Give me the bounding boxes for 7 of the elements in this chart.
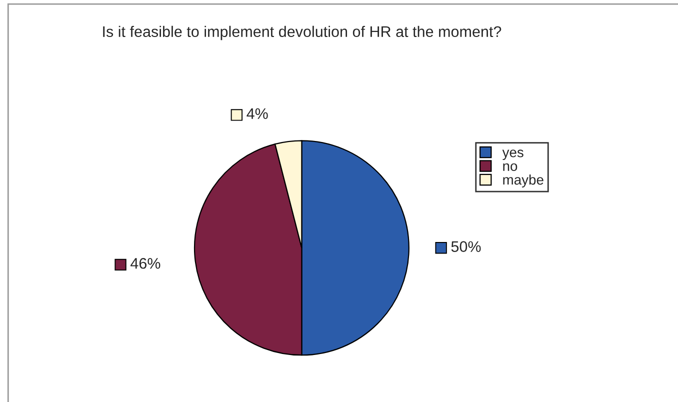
legend-label: no [503,163,518,171]
legend-label: yes [502,150,524,160]
legend-label: maybe [503,174,544,188]
chart-title: Is it feasible to implement devolution of HR at the moment? [103,26,502,40]
data-label: 46% [130,258,160,269]
data-label: 4% [246,108,268,119]
data-label: 50% [451,241,481,252]
